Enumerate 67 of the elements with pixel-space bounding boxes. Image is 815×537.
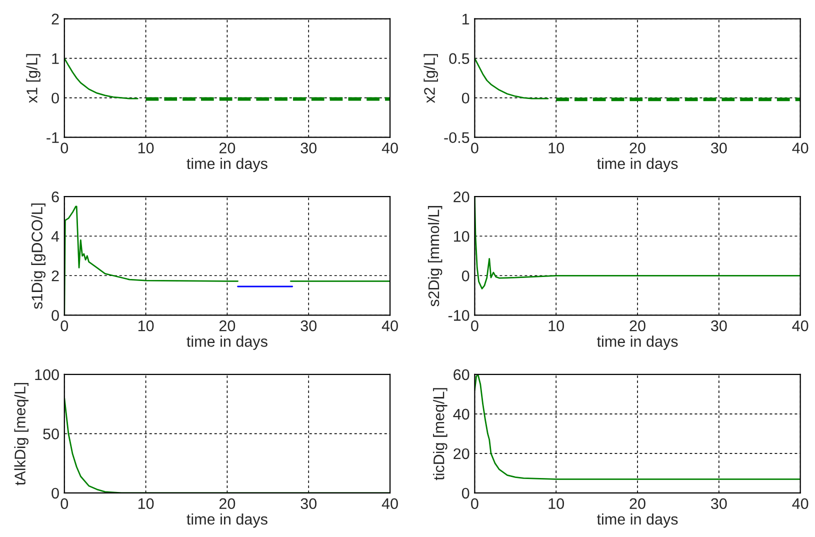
y-tick-label: 0 (52, 310, 59, 321)
y-tick-label: 2 (52, 270, 59, 282)
x-tick-label: 20 (630, 320, 646, 332)
y-tick-label: 6 (52, 191, 59, 202)
y-tick-label: 1 (462, 14, 470, 24)
x-tick-label: 40 (382, 498, 398, 510)
x-tick-label: 10 (548, 498, 564, 510)
x-axis-title: time in days (596, 513, 678, 528)
y-tick-label: 50 (43, 428, 59, 440)
x-axis-title: time in days (186, 158, 268, 172)
x-tick-label: 0 (471, 320, 478, 332)
x-tick-label: 10 (138, 320, 154, 332)
x-tick-label: 40 (382, 142, 398, 154)
y-tick-label: 0.5 (449, 53, 470, 64)
y-tick-label: 0 (52, 92, 59, 104)
x-axis-title: time in days (596, 158, 678, 172)
line-series (64, 58, 138, 100)
x-tick-label: 20 (219, 320, 236, 332)
y-tick-label: 0 (462, 270, 470, 282)
y-axis-title: s2Dig [mmol/L] (428, 206, 442, 306)
x-tick-label: 0 (471, 498, 478, 510)
x-tick-label: 40 (382, 320, 398, 332)
y-tick-label: 0 (462, 92, 470, 104)
x-tick-label: 40 (792, 142, 808, 154)
x-tick-label: 30 (300, 498, 317, 510)
y-tick-label: 0 (462, 488, 470, 499)
x-tick-label: 20 (630, 142, 646, 154)
x-tick-label: 0 (60, 142, 68, 154)
x-tick-label: 40 (792, 320, 808, 332)
x-tick-label: 10 (548, 142, 564, 154)
y-tick-label: 1 (52, 53, 59, 64)
y-tick-label: 40 (453, 408, 470, 420)
x-tick-label: 0 (60, 320, 68, 332)
y-tick-label: 20 (454, 448, 470, 460)
y-tick-label: 4 (51, 231, 60, 242)
x-tick-label: 10 (548, 320, 564, 332)
x-axis-title: time in days (596, 336, 678, 350)
x-tick-label: 0 (471, 142, 478, 154)
x-tick-label: 30 (300, 320, 317, 332)
y-tick-label: -10 (448, 310, 470, 321)
line-series (474, 58, 549, 100)
y-axis-title: ticDig [meq/L] (433, 388, 448, 480)
x-axis-title: time in days (186, 336, 268, 350)
x-tick-label: 30 (711, 498, 727, 510)
x-tick-label: 40 (792, 498, 808, 510)
y-axis-title: tAlkDig [meq/L] (14, 382, 28, 486)
x-tick-label: 20 (630, 498, 646, 510)
x-tick-label: 30 (711, 320, 727, 332)
x-tick-label: 20 (219, 498, 236, 510)
x-tick-label: 20 (219, 142, 236, 154)
x-tick-label: 10 (138, 498, 154, 510)
x-tick-label: 10 (138, 142, 154, 154)
y-axis-title: s1Dig [gDCO/L] (31, 203, 46, 309)
x-tick-label: 30 (300, 142, 317, 154)
y-tick-label: -0.5 (444, 132, 470, 144)
y-tick-label: -1 (46, 132, 59, 143)
x-axis-title: time in days (186, 513, 268, 528)
y-axis-title: x1 [g/L] (26, 54, 40, 103)
y-tick-label: 0 (52, 488, 59, 499)
y-axis-title: x2 [g/L] (424, 54, 438, 103)
y-tick-label: 2 (52, 14, 59, 24)
x-tick-label: 0 (60, 498, 68, 510)
x-tick-label: 30 (711, 142, 727, 154)
y-tick-label: 100 (35, 369, 59, 380)
y-tick-label: 60 (454, 369, 470, 380)
y-tick-label: 20 (454, 191, 470, 202)
y-tick-label: 10 (454, 230, 470, 242)
